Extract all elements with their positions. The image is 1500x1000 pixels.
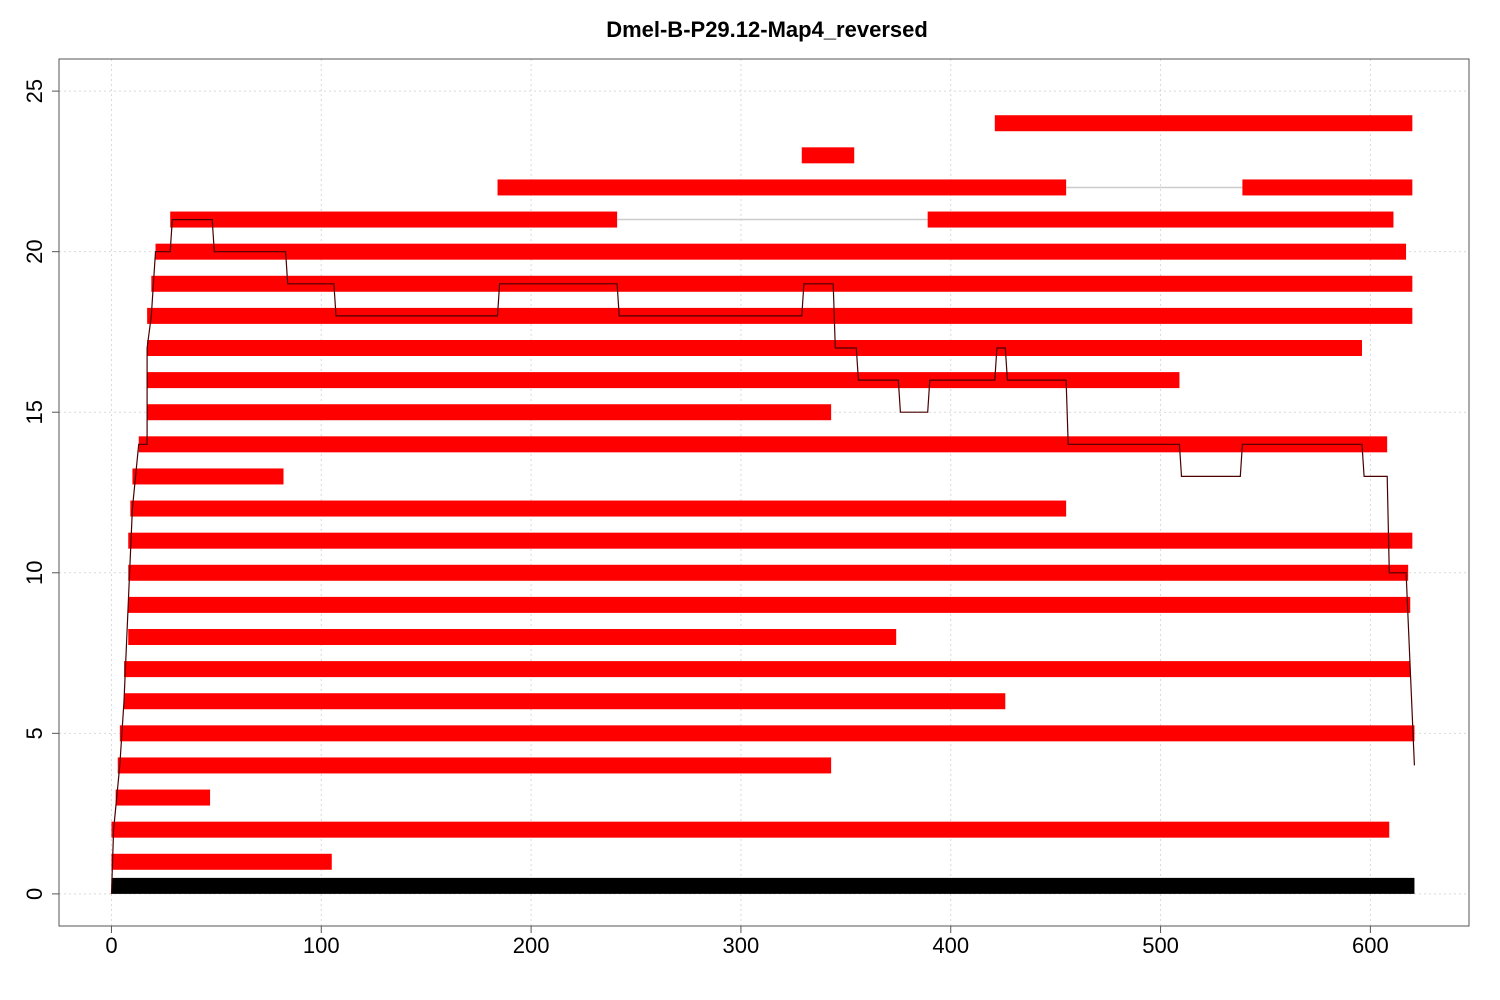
y-tick-label-0: 0 <box>22 888 47 900</box>
segment-bar-row-21-2 <box>927 211 1394 228</box>
x-tick-label-200: 200 <box>513 933 550 958</box>
segment-bar-row-14-1 <box>138 436 1388 453</box>
segment-bar-row-21-1 <box>170 211 618 228</box>
segment-bar-row-4-1 <box>117 757 832 774</box>
segment-bar-row-12-1 <box>130 500 1067 517</box>
gap-connectors <box>617 186 1243 221</box>
x-tick-label-100: 100 <box>303 933 340 958</box>
segment-bar-row-11-1 <box>128 532 1413 549</box>
y-tick-label-10: 10 <box>22 561 47 585</box>
y-tick-label-20: 20 <box>22 239 47 263</box>
segment-bar-row-2-1 <box>111 821 1390 838</box>
segment-bar-row-20-1 <box>155 243 1407 260</box>
alignment-segments <box>111 115 1415 894</box>
coverage-line <box>110 219 1415 894</box>
x-tick-label-500: 500 <box>1142 933 1179 958</box>
axes: 0 100 200 300 400 500 600 0 5 10 15 20 25 <box>22 79 1389 958</box>
segment-bar-row-22-1 <box>497 179 1067 196</box>
reference-bar <box>111 877 1415 894</box>
coverage-line-group <box>110 219 1415 894</box>
chart-title: Dmel-B-P29.12-Map4_reversed <box>606 17 928 42</box>
segment-bar-row-13-1 <box>132 468 284 485</box>
x-tick-label-0: 0 <box>105 933 117 958</box>
y-tick-label-15: 15 <box>22 400 47 424</box>
segment-bar-row-23-1 <box>801 147 855 164</box>
segment-bar-row-15-1 <box>147 404 832 421</box>
x-tick-label-600: 600 <box>1352 933 1389 958</box>
segment-bar-row-16-1 <box>147 372 1180 389</box>
segment-bar-row-10-1 <box>128 564 1409 581</box>
x-tick-label-400: 400 <box>932 933 969 958</box>
segment-bar-row-5-1 <box>119 725 1415 742</box>
segment-bar-row-17-1 <box>147 340 1362 356</box>
y-tick-label-25: 25 <box>22 79 47 103</box>
segment-bar-row-6-1 <box>124 693 1006 710</box>
segment-bar-row-3-1 <box>115 789 211 806</box>
segment-bar-row-9-1 <box>128 596 1411 613</box>
segment-bar-row-8-1 <box>128 629 897 645</box>
segment-bar-row-7-1 <box>124 661 1411 678</box>
y-tick-label-5: 5 <box>22 727 47 739</box>
x-tick-label-300: 300 <box>723 933 760 958</box>
segment-bar-row-22-2 <box>1242 179 1413 196</box>
segment-bar-row-24-1 <box>994 115 1413 132</box>
segment-bar-row-1-1 <box>111 853 332 870</box>
segment-bar-row-19-1 <box>151 275 1413 292</box>
